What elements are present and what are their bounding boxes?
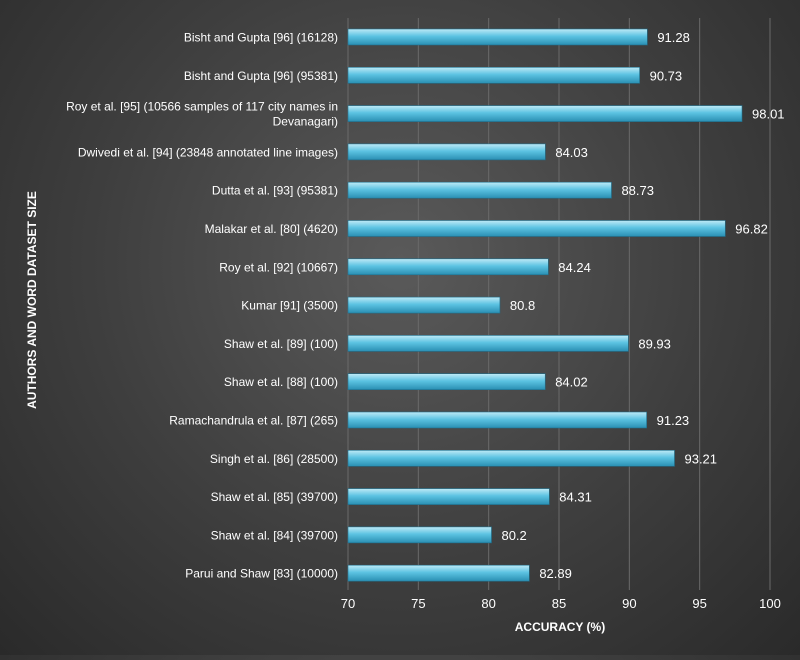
x-tick-label: 95 bbox=[692, 596, 706, 611]
value-label: 88.73 bbox=[621, 183, 654, 198]
category-label: Shaw et al. [89] (100) bbox=[224, 337, 338, 351]
category-labels: Bisht and Gupta [96] (16128) Bisht and Gu… bbox=[66, 31, 338, 581]
bar bbox=[347, 181, 612, 199]
value-label: 91.23 bbox=[657, 413, 690, 428]
value-label: 80.2 bbox=[501, 528, 526, 543]
bars bbox=[347, 28, 743, 582]
value-label: 90.73 bbox=[650, 68, 683, 83]
x-tick-label: 100 bbox=[759, 596, 781, 611]
bar bbox=[347, 526, 492, 544]
bar bbox=[347, 488, 550, 505]
value-label: 84.31 bbox=[559, 490, 592, 505]
y-axis-title: AUTHORS AND WORD DATASET SIZE bbox=[25, 191, 39, 409]
bar bbox=[347, 67, 640, 84]
bar bbox=[347, 105, 743, 122]
category-label: Shaw et al. [84] (39700) bbox=[211, 528, 338, 542]
category-label: Shaw et al. [85] (39700) bbox=[211, 490, 338, 504]
value-label: 84.03 bbox=[555, 145, 588, 160]
x-tick-label: 90 bbox=[622, 596, 636, 611]
value-label: 84.24 bbox=[558, 260, 591, 275]
value-label: 82.89 bbox=[539, 566, 572, 581]
value-label: 98.01 bbox=[752, 107, 785, 122]
value-label: 93.21 bbox=[684, 451, 717, 466]
category-label: Roy et al. [92] (10667) bbox=[219, 260, 338, 274]
bar bbox=[347, 28, 648, 46]
value-label: 89.93 bbox=[638, 336, 671, 351]
category-label: Dwivedi et al. [94] (23848 annotated lin… bbox=[78, 145, 338, 159]
category-label: Bisht and Gupta [96] (95381) bbox=[184, 69, 338, 83]
bar bbox=[347, 296, 501, 314]
value-labels: 91.28 90.73 98.01 84.03 88.73 96.82 84.24 80.8 8… bbox=[501, 30, 784, 581]
category-label: Roy et al. [95] (10566 samples of 117 ci… bbox=[66, 100, 338, 114]
category-label: Dutta et al. [93] (95381) bbox=[212, 184, 338, 198]
category-label: Malakar et al. [80] (4620) bbox=[205, 222, 338, 236]
category-label: Parui and Shaw [83] (10000) bbox=[185, 567, 338, 581]
bar bbox=[347, 564, 530, 582]
x-tick-label: 75 bbox=[411, 596, 425, 611]
x-tick-label: 80 bbox=[481, 596, 495, 611]
bar bbox=[347, 411, 647, 429]
category-label: Bisht and Gupta [96] (16128) bbox=[184, 31, 338, 45]
bar bbox=[347, 220, 726, 237]
category-label: Singh et al. [86] (28500) bbox=[210, 452, 338, 466]
category-label: Kumar [91] (3500) bbox=[241, 299, 338, 313]
value-label: 80.8 bbox=[510, 298, 535, 313]
x-tick-labels: 70 75 80 85 90 95 100 bbox=[341, 596, 781, 611]
bar bbox=[347, 143, 546, 161]
bar bbox=[347, 335, 629, 352]
category-label: Ramachandrula et al. [87] (265) bbox=[169, 414, 338, 428]
x-tick-label: 85 bbox=[552, 596, 566, 611]
bar bbox=[347, 373, 546, 391]
bar bbox=[347, 258, 549, 276]
value-label: 84.02 bbox=[555, 375, 588, 390]
value-label: 96.82 bbox=[735, 222, 768, 237]
value-label: 91.28 bbox=[657, 30, 690, 45]
category-label: Devanagari) bbox=[273, 115, 338, 129]
category-label: Shaw et al. [88] (100) bbox=[224, 375, 338, 389]
x-tick-label: 70 bbox=[341, 596, 355, 611]
x-axis-title: ACCURACY (%) bbox=[515, 620, 605, 634]
bar bbox=[347, 449, 675, 467]
